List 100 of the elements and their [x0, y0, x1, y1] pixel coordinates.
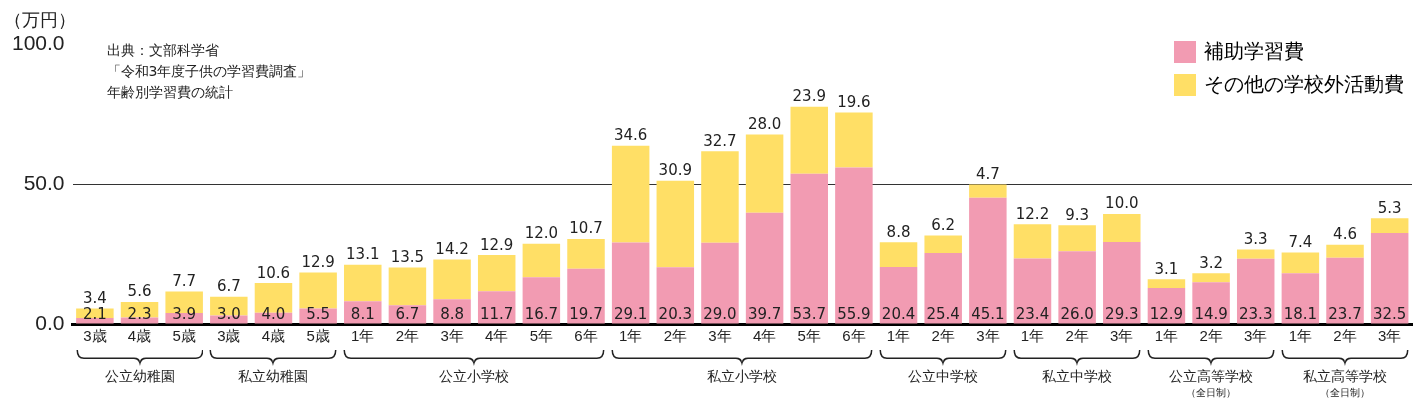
- bar: [1326, 257, 1364, 324]
- bar: [1192, 282, 1230, 324]
- x-tick-label: 3年: [440, 327, 464, 345]
- data-label: 6.7: [216, 277, 241, 296]
- x-tick-label: 1年: [351, 327, 375, 345]
- data-label: 53.7: [792, 304, 826, 323]
- x-tick-label: 1年: [1020, 327, 1045, 345]
- data-label: 23.7: [1328, 304, 1362, 323]
- data-label: 39.7: [747, 304, 782, 323]
- bar: [1281, 252, 1320, 274]
- annotation: 年齢別学習費の統計: [106, 84, 233, 102]
- data-label: 4.0: [261, 304, 286, 323]
- x-tick-label: 2年: [1065, 327, 1089, 345]
- data-label: 13.5: [390, 247, 425, 266]
- bar: [924, 252, 962, 324]
- data-label: 19.6: [837, 92, 871, 111]
- bar: [388, 267, 427, 306]
- data-label: 30.9: [658, 161, 693, 180]
- x-tick-label: 2年: [663, 327, 687, 345]
- data-label: 4.6: [1333, 225, 1357, 244]
- x-tick-label: 1年: [1288, 327, 1313, 345]
- data-label: 14.9: [1194, 304, 1228, 323]
- bar: [790, 173, 828, 324]
- bar: [879, 242, 918, 267]
- data-label: 5.3: [1377, 198, 1402, 217]
- data-label: 45.1: [971, 304, 1005, 323]
- data-label: 6.2: [931, 215, 956, 234]
- data-label: 20.3: [658, 304, 693, 323]
- data-label: 13.1: [346, 245, 380, 264]
- bar: [567, 238, 605, 269]
- data-label: 32.5: [1372, 304, 1407, 323]
- data-label: 3.1: [1154, 259, 1179, 278]
- data-label: 3.4: [82, 288, 107, 307]
- bar: [1326, 244, 1364, 258]
- bar: [969, 184, 1007, 198]
- bar: [1236, 258, 1275, 324]
- data-label: 55.9: [837, 304, 871, 323]
- data-label: 2.3: [127, 304, 152, 323]
- bar: [924, 235, 962, 253]
- data-label: 19.7: [569, 304, 603, 323]
- x-tick-label: 2年: [395, 327, 420, 345]
- data-label: 23.4: [1015, 304, 1050, 323]
- data-label: 28.0: [747, 114, 782, 133]
- data-label: 12.9: [301, 252, 335, 271]
- data-label: 23.3: [1239, 304, 1273, 323]
- data-label: 32.7: [703, 131, 737, 150]
- text: 私立小学校: [707, 368, 778, 386]
- data-label: 25.4: [926, 304, 960, 323]
- data-label: 3.2: [1199, 253, 1224, 272]
- x-tick-label: 2年: [1333, 327, 1357, 345]
- bar: [522, 243, 561, 278]
- bar: [1013, 258, 1052, 324]
- bar: [1103, 241, 1141, 324]
- data-label: 12.2: [1015, 204, 1050, 223]
- x-tick-label: 4年: [752, 327, 777, 345]
- bar: [344, 264, 382, 302]
- y-tick-label: 100.0: [11, 30, 65, 54]
- bar: [656, 180, 695, 268]
- bar: [969, 197, 1007, 324]
- x-tick-label: 3年: [1244, 327, 1268, 345]
- bar: [701, 242, 739, 324]
- bar: [835, 112, 873, 168]
- data-label: 20.4: [881, 304, 916, 323]
- bar: [299, 272, 337, 309]
- bar: [835, 167, 873, 324]
- x-tick-label: 4歳: [127, 327, 152, 345]
- bar: [1058, 251, 1096, 324]
- data-label: 3.0: [216, 304, 241, 323]
- data-label: 9.3: [1065, 205, 1090, 224]
- bar: [344, 301, 382, 324]
- bar: [790, 106, 828, 174]
- bar: [879, 266, 918, 324]
- data-label: 29.1: [613, 304, 648, 323]
- text: 私立幼稚園: [238, 368, 309, 386]
- x-tick-label: 5歳: [306, 327, 330, 345]
- legend-label: 補助学習費: [1204, 38, 1304, 65]
- legend-label: その他の学校外活動費: [1204, 71, 1404, 98]
- x-tick-label: 6年: [574, 327, 598, 345]
- data-label: 29.3: [1105, 304, 1139, 323]
- text: 公立高等学校: [1169, 368, 1254, 386]
- bar: [611, 145, 650, 243]
- text: 公立小学校: [439, 368, 510, 386]
- bar: [745, 134, 784, 213]
- data-label: 34.6: [613, 126, 648, 145]
- x-tick-label: 3年: [976, 327, 1000, 345]
- bar: [1147, 279, 1186, 288]
- y-tick-label: 0.0: [35, 310, 65, 334]
- x-tick-label: 4歳: [261, 327, 286, 345]
- data-label: 4.7: [975, 164, 1000, 183]
- bar: [1370, 233, 1409, 324]
- text: （全日制）: [1320, 386, 1371, 400]
- x-tick-label: 4年: [485, 327, 509, 345]
- text: 私立高等学校: [1303, 368, 1388, 386]
- data-label: 12.0: [524, 224, 559, 243]
- data-label: 8.8: [440, 304, 464, 323]
- data-label: 5.6: [127, 282, 152, 301]
- bar: [1281, 273, 1320, 324]
- x-tick-label: 6年: [842, 327, 866, 345]
- x-tick-label: 1年: [886, 327, 911, 345]
- x-tick-label: 3歳: [83, 327, 107, 345]
